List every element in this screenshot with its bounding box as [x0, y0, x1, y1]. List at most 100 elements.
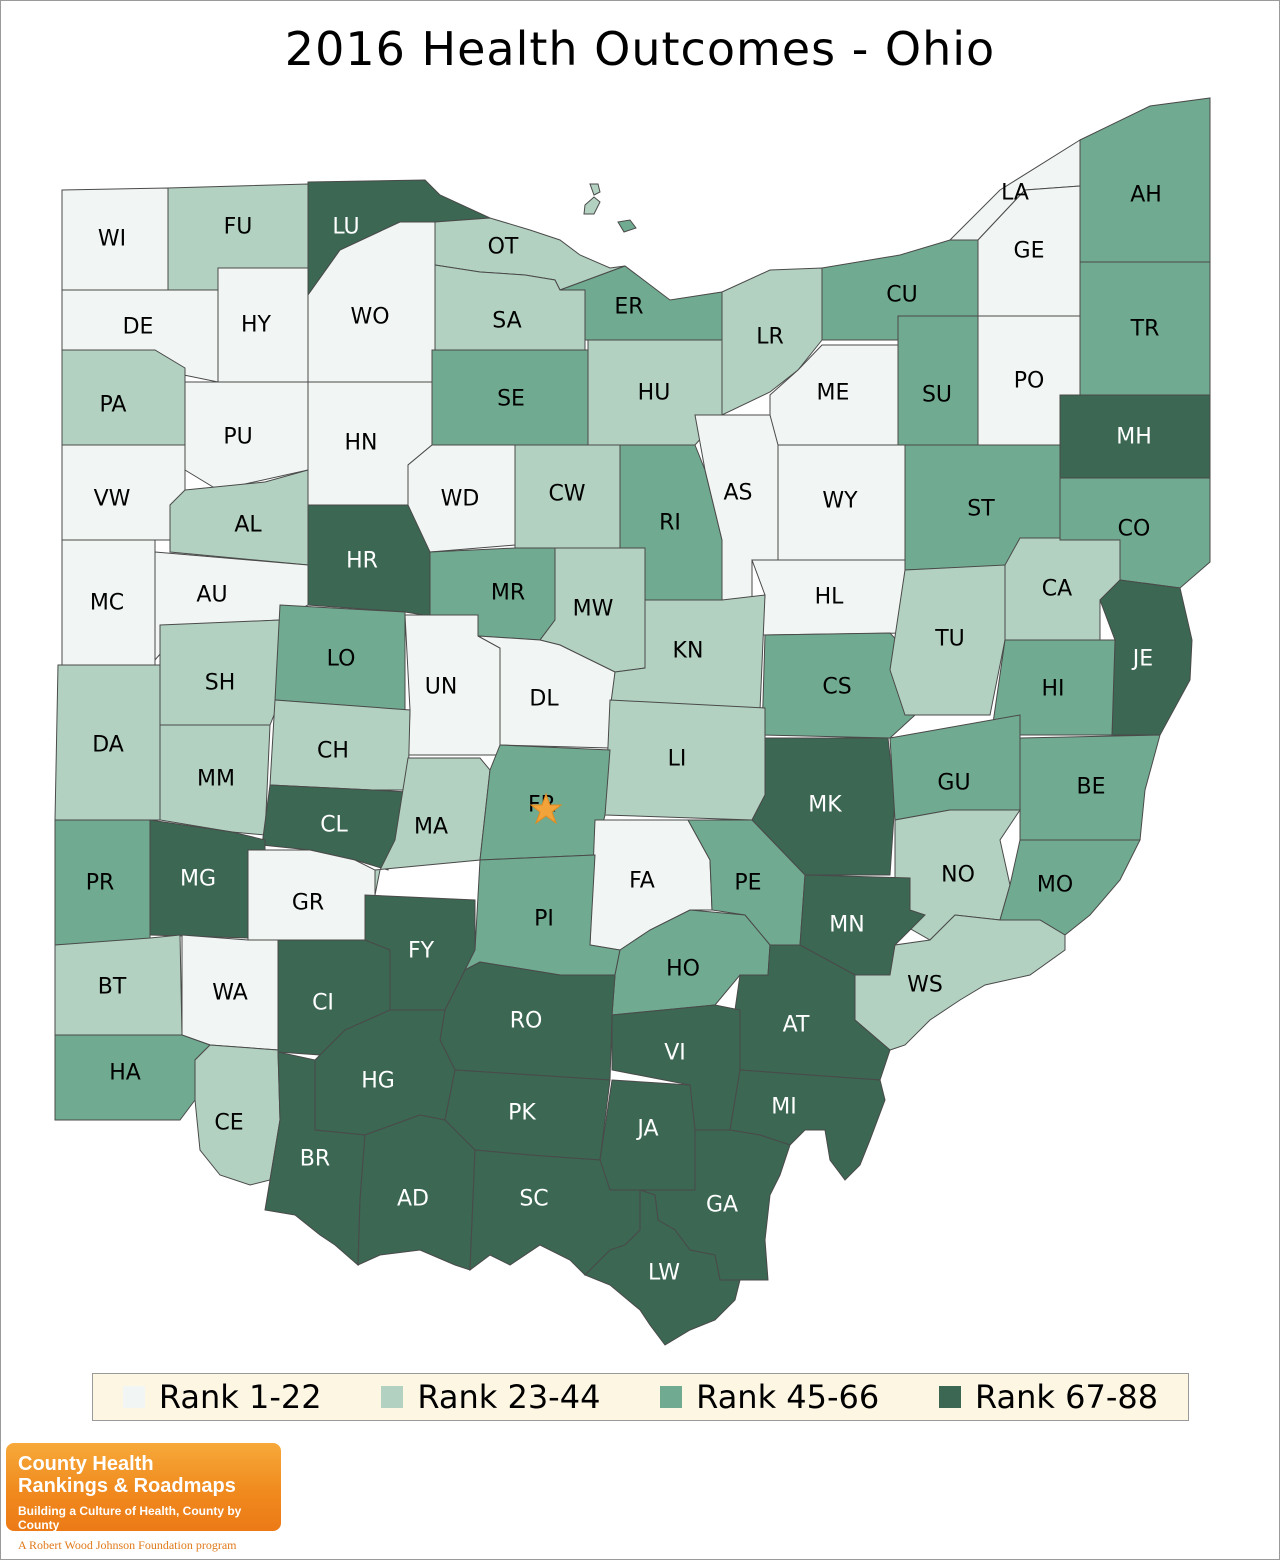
county-ad[interactable] [357, 1114, 476, 1271]
legend-item-rank-23-44: Rank 23-44 [381, 1378, 600, 1416]
county-label-lo: LO [327, 647, 356, 672]
county-label-vi: VI [664, 1041, 686, 1066]
county-label-je: JE [1131, 647, 1153, 672]
county-bt[interactable] [54, 934, 183, 1036]
legend-item-rank-67-88: Rank 67-88 [938, 1378, 1159, 1416]
county-br[interactable] [264, 1051, 366, 1267]
county-gu[interactable] [889, 714, 1021, 821]
county-label-hr: HR [346, 549, 378, 574]
county-label-au: AU [196, 583, 227, 608]
county-label-gr: GR [292, 891, 324, 916]
county-label-ca: CA [1042, 577, 1072, 602]
county-label-lr: LR [756, 325, 784, 350]
county-label-ha: HA [109, 1061, 141, 1086]
county-label-ch: CH [317, 739, 349, 764]
county-label-po: PO [1014, 369, 1045, 394]
county-label-hy: HY [241, 313, 272, 338]
county-label-mn: MN [829, 913, 864, 938]
county-ch[interactable] [269, 699, 411, 791]
logo-text: Rankings & Roadmaps [18, 1475, 236, 1497]
county-label-vw: VW [94, 487, 131, 512]
county-label-ri: RI [659, 511, 681, 536]
county-tu[interactable] [889, 564, 1006, 716]
county-label-cl: CL [320, 813, 348, 838]
county-label-pu: PU [223, 425, 252, 450]
labels-layer: WI FU LU OT LA AH GE DE HY WO SA ER CU LR TR PA PU HN SE HU… [86, 181, 1162, 1286]
counties-layer [54, 97, 1211, 1346]
county-label-la: LA [1001, 181, 1029, 206]
county-health-rankings-logo[interactable]: County Health Rankings & Roadmaps Buildi… [6, 1443, 281, 1532]
county-label-ho: HO [666, 957, 700, 982]
county-be[interactable] [1019, 734, 1161, 841]
logo-text: County Health [18, 1453, 154, 1475]
county-label-ro: RO [510, 1009, 543, 1034]
county-mm[interactable] [159, 724, 271, 836]
county-as[interactable] [694, 414, 779, 601]
county-label-as: AS [723, 481, 752, 506]
county-label-at: AT [783, 1013, 810, 1038]
logo-tagline: Building a Culture of Health, County by … [18, 1504, 242, 1532]
island-shape [583, 196, 601, 215]
legend-swatch [381, 1386, 404, 1408]
legend-label: Rank 1-22 [158, 1378, 322, 1416]
legend-label: Rank 23-44 [417, 1378, 601, 1416]
county-label-gu: GU [937, 771, 970, 796]
county-cl[interactable] [261, 784, 409, 871]
county-label-ga: GA [706, 1193, 738, 1218]
island-shape [617, 219, 637, 233]
county-label-mh: MH [1116, 425, 1152, 450]
county-label-lu: LU [332, 215, 359, 240]
ohio-county-map: WI FU LU OT LA AH GE DE HY WO SA ER CU LR TR PA PU HN SE HU… [54, 97, 1211, 1346]
county-label-pi: PI [534, 907, 554, 932]
legend-swatch [938, 1386, 961, 1408]
county-label-pe: PE [734, 871, 761, 896]
county-label-ma: MA [414, 815, 448, 840]
county-label-ad: AD [397, 1187, 429, 1212]
county-label-hi: HI [1041, 677, 1064, 702]
county-label-cu: CU [886, 283, 917, 308]
county-label-sc: SC [519, 1187, 548, 1212]
county-mk[interactable] [751, 737, 896, 876]
legend-item-rank-45-66: Rank 45-66 [660, 1378, 879, 1416]
county-label-br: BR [300, 1147, 330, 1172]
county-label-mm: MM [197, 767, 235, 792]
county-hi[interactable] [991, 639, 1116, 736]
legend-label: Rank 67-88 [974, 1378, 1159, 1416]
county-label-hn: HN [345, 431, 378, 456]
county-ws[interactable] [854, 914, 1066, 1051]
county-label-no: NO [941, 863, 975, 888]
county-label-me: ME [817, 381, 850, 406]
county-label-hl: HL [815, 585, 845, 610]
county-label-tr: TR [1130, 317, 1160, 342]
county-label-un: UN [425, 675, 458, 700]
county-label-pk: PK [508, 1101, 536, 1126]
county-label-be: BE [1077, 775, 1106, 800]
county-label-cs: CS [822, 675, 851, 700]
county-label-lw: LW [648, 1261, 680, 1286]
county-label-wi: WI [98, 227, 126, 252]
county-label-st: ST [967, 497, 995, 522]
county-ah[interactable] [1079, 97, 1211, 263]
county-label-mo: MO [1037, 873, 1073, 898]
star-marker [529, 792, 563, 825]
county-label-cw: CW [548, 482, 585, 507]
county-label-hg: HG [361, 1069, 395, 1094]
county-at[interactable] [734, 944, 891, 1081]
county-lr[interactable] [721, 267, 823, 416]
county-label-dl: DL [529, 687, 559, 712]
county-label-mw: MW [573, 597, 614, 622]
county-label-wo: WO [350, 305, 389, 330]
county-label-de: DE [123, 315, 154, 340]
county-su[interactable] [897, 315, 979, 446]
county-label-ge: GE [1014, 239, 1045, 264]
county-label-li: LI [668, 747, 687, 772]
legend-swatch [660, 1386, 683, 1408]
map-legend: Rank 1-22 Rank 23-44 Rank 45-66 Rank 67-… [92, 1373, 1189, 1421]
lake-erie-islands [583, 183, 637, 233]
county-label-wa: WA [212, 981, 248, 1006]
county-label-ja: JA [635, 1117, 658, 1142]
county-label-pr: PR [86, 871, 115, 896]
county-label-sa: SA [492, 309, 521, 334]
county-label-pa: PA [100, 393, 127, 418]
county-lw[interactable] [584, 1189, 741, 1346]
